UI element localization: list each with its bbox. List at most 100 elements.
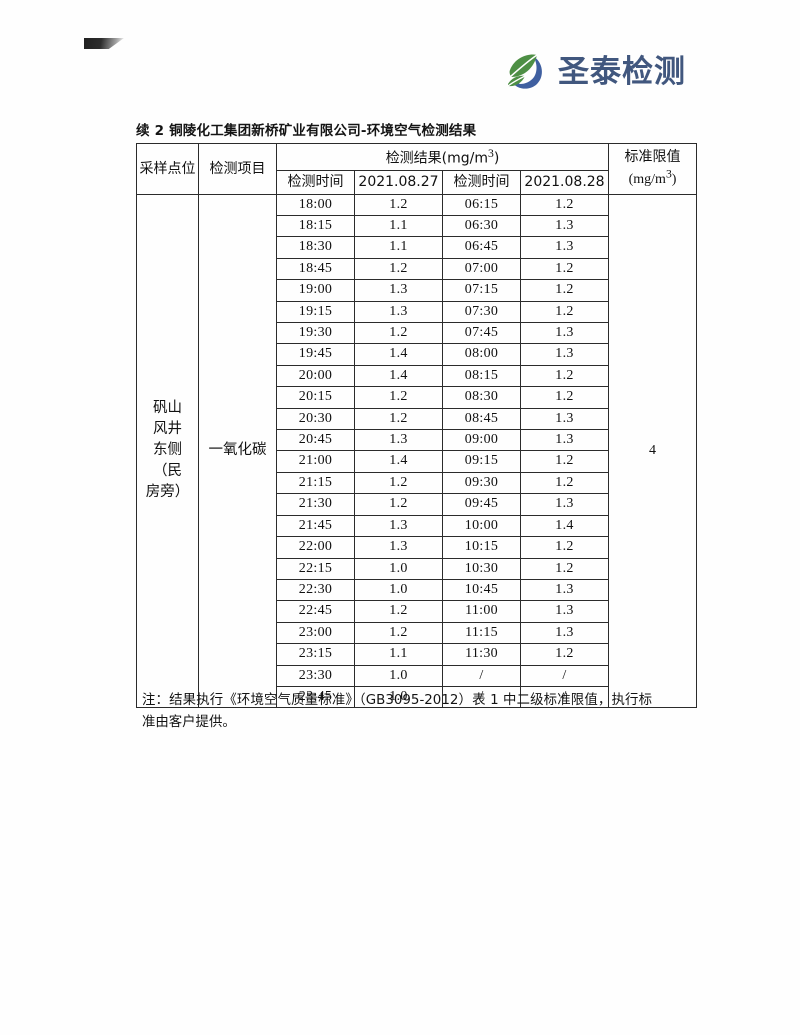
cell-value-day2: 1.2	[519, 279, 610, 302]
cell-value-day1: 1.0	[354, 578, 443, 602]
cell-value-day1: 1.2	[354, 322, 443, 345]
cell-value-day2: 1.4	[519, 514, 610, 538]
cell-value-day2: 1.2	[519, 643, 610, 666]
cell-value-day2: 1.2	[519, 450, 610, 473]
header-time-day1: 检测时间	[276, 170, 355, 195]
cell-time-day1: 20:30	[276, 407, 355, 431]
cell-time-day1: 22:00	[276, 536, 355, 559]
cell-time-day2: 07:15	[442, 279, 521, 302]
table-row: 20:30 1.2 08:45 1.3	[137, 407, 697, 431]
table-row: 20:15 1.2 08:30 1.2	[137, 386, 697, 409]
table-row: 21:45 1.3 10:00 1.4	[137, 514, 697, 538]
cell-value-day1: 1.0	[354, 685, 443, 709]
cell-time-day2: 09:00	[442, 429, 521, 452]
cell-time-day2: 08:30	[442, 386, 521, 409]
cell-value-day1: 1.3	[354, 536, 443, 559]
cell-value-day1: 1.2	[354, 493, 443, 516]
cell-time-day1: 20:00	[276, 364, 355, 388]
cell-time-day1: 19:15	[276, 300, 355, 324]
cell-time-day1: 20:15	[276, 386, 355, 409]
leaf-drop-logo-icon	[503, 50, 549, 94]
header-sampling-point: 采样点位	[136, 143, 199, 195]
cell-time-day1: 21:30	[276, 493, 355, 516]
table-row: 23:45 1.0//	[137, 685, 697, 709]
table-row: 21:15 1.2 09:30 1.2	[137, 471, 697, 495]
cell-value-day2: 1.3	[519, 429, 610, 452]
table-row: 21:00 1.4 09:15 1.2	[137, 450, 697, 473]
cell-time-day2: 07:30	[442, 300, 521, 324]
cell-time-day2: 10:30	[442, 557, 521, 580]
cell-time-day1: 23:00	[276, 621, 355, 645]
cell-value-day1: 1.2	[354, 386, 443, 409]
cell-value-day1: 1.3	[354, 279, 443, 302]
header-test-item: 检测项目	[198, 143, 277, 195]
cell-value-day2: 1.3	[519, 214, 610, 238]
cell-time-day2: 06:30	[442, 214, 521, 238]
table-title: 续 2 铜陵化工集团新桥矿业有限公司-环境空气检测结果	[136, 123, 477, 139]
cell-time-day2: 11:15	[442, 621, 521, 645]
cell-value-day2: /	[519, 685, 610, 709]
air-quality-results-table: 采样点位 检测项目 检测结果(mg/m3) 标准限值 (mg/m3) 检测时间 …	[136, 142, 698, 709]
header-time-day2: 检测时间	[442, 170, 521, 195]
cell-value-day2: /	[519, 664, 610, 687]
header-standard-limit: 标准限值 (mg/m3)	[608, 143, 698, 195]
cell-time-day2: 10:00	[442, 514, 521, 538]
cell-value-day2: 1.3	[519, 578, 610, 602]
table-row: 22:00 1.3 10:15 1.2	[137, 536, 697, 559]
table-row: 18:30 1.1 06:45 1.3	[137, 236, 697, 259]
table-row: 22:45 1.2 11:00 1.3	[137, 600, 697, 623]
cell-time-day2: 08:00	[442, 343, 521, 366]
cell-standard-limit: 4	[608, 193, 698, 709]
table-row: 22:15 1.0 10:30 1.2	[137, 557, 697, 580]
cell-time-day1: 18:45	[276, 257, 355, 281]
cell-value-day2: 1.3	[519, 343, 610, 366]
cell-value-day1: 1.3	[354, 514, 443, 538]
cell-value-day2: 1.2	[519, 193, 610, 217]
cell-time-day1: 18:00	[276, 193, 355, 217]
header-date-day1: 2021.08.27	[354, 170, 443, 195]
scan-artifact-wedge	[84, 38, 124, 49]
cell-time-day2: /	[442, 664, 521, 687]
cell-time-day2: 06:45	[442, 236, 521, 259]
table-body: 矾山 风井 东侧 （民 房旁） 一氧化碳 18:00 1.2 06:15 1.2 4 18:15 1.1…	[136, 193, 698, 709]
cell-time-day2: 10:45	[442, 578, 521, 602]
cell-value-day1: 1.2	[354, 407, 443, 431]
table-row: 19:45 1.4 08:00 1.3	[137, 343, 697, 366]
cell-time-day2: 11:00	[442, 600, 521, 623]
cell-time-day1: 23:30	[276, 664, 355, 687]
cell-time-day1: 18:15	[276, 214, 355, 238]
table-row: 19:30 1.2 07:45 1.3	[137, 322, 697, 345]
cell-time-day2: 08:15	[442, 364, 521, 388]
cell-value-day2: 1.3	[519, 407, 610, 431]
cell-value-day1: 1.4	[354, 343, 443, 366]
cell-time-day1: 21:45	[276, 514, 355, 538]
cell-time-day1: 23:45	[276, 685, 355, 709]
cell-time-day1: 22:30	[276, 578, 355, 602]
cell-time-day1: 21:00	[276, 450, 355, 473]
table-row: 18:45 1.2 07:00 1.2	[137, 257, 697, 281]
cell-value-day1: 1.2	[354, 193, 443, 217]
cell-value-day1: 1.2	[354, 257, 443, 281]
cell-value-day2: 1.3	[519, 493, 610, 516]
cell-time-day2: /	[442, 685, 521, 709]
cell-time-day2: 10:15	[442, 536, 521, 559]
cell-value-day2: 1.2	[519, 300, 610, 324]
cell-time-day1: 19:00	[276, 279, 355, 302]
cell-value-day1: 1.0	[354, 557, 443, 580]
cell-value-day2: 1.3	[519, 322, 610, 345]
table-row: 20:45 1.3 09:00 1.3	[137, 429, 697, 452]
header-results-superscript: 3	[488, 147, 494, 160]
table-header: 采样点位 检测项目 检测结果(mg/m3) 标准限值 (mg/m3) 检测时间 …	[136, 142, 698, 195]
table-row: 22:30 1.0 10:45 1.3	[137, 578, 697, 602]
cell-time-day2: 09:30	[442, 471, 521, 495]
cell-value-day1: 1.2	[354, 621, 443, 645]
cell-value-day2: 1.2	[519, 364, 610, 388]
table-row: 20:00 1.4 08:15 1.2	[137, 364, 697, 388]
table-row: 19:00 1.3 07:15 1.2	[137, 279, 697, 302]
cell-value-day1: 1.1	[354, 643, 443, 666]
cell-time-day2: 09:45	[442, 493, 521, 516]
cell-sampling-point: 矾山 风井 东侧 （民 房旁）	[136, 193, 199, 709]
table-row: 18:15 1.1 06:30 1.3	[137, 214, 697, 238]
cell-time-day2: 07:00	[442, 257, 521, 281]
